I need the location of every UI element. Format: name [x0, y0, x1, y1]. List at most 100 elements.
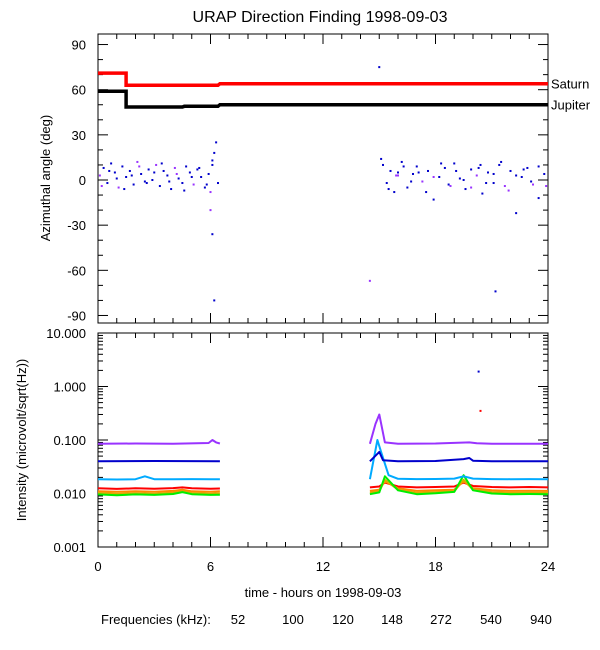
angle-data-point: [387, 188, 390, 191]
angle-data-point: [432, 175, 435, 178]
intensity-line-120khz: [97, 490, 220, 495]
intensity-y-tick-label: 10.000: [46, 326, 86, 341]
angle-scatter: [98, 66, 548, 302]
angle-data-point: [213, 151, 216, 154]
angle-data-point: [211, 163, 214, 166]
angle-data-point: [385, 182, 388, 185]
legend-label: Frequencies (kHz):: [101, 612, 211, 627]
frequency-legend: Frequencies (kHz): 52 100 120 148 272 540 940: [101, 612, 552, 627]
intensity-y-ticks: 10.000 1.000 0.100 0.010 0.001: [46, 326, 548, 555]
angle-data-point: [406, 186, 409, 189]
intensity-y-tick-label: 1.000: [53, 380, 86, 395]
x-tick-label: 24: [541, 559, 555, 574]
angle-data-point: [98, 174, 101, 177]
angle-data-point: [205, 183, 208, 186]
angle-data-point: [136, 160, 139, 163]
angle-data-point: [526, 166, 529, 169]
angle-data-point: [155, 163, 158, 166]
angle-data-point: [417, 171, 420, 174]
angle-data-point: [140, 172, 143, 175]
angle-y-tick-label: 60: [72, 83, 86, 98]
angle-data-point: [185, 165, 188, 168]
angle-data-point: [402, 165, 405, 168]
intensity-line-52khz: [97, 486, 220, 490]
angle-data-point: [412, 172, 414, 175]
angle-data-point: [215, 141, 218, 144]
series-line-saturn: [98, 71, 548, 87]
angle-data-point: [177, 177, 180, 180]
angle-data-point: [143, 180, 146, 183]
angle-series-labels: Saturn Jupiter: [551, 77, 591, 113]
legend-item-540khz: 540: [480, 612, 502, 627]
legend-item-52khz: 52: [231, 612, 245, 627]
angle-data-point: [106, 182, 109, 185]
angle-data-point: [378, 66, 381, 69]
angle-data-point: [175, 172, 178, 175]
intensity-x-ticks: 0 6 12 18 24: [94, 333, 555, 574]
intensity-line-272khz: [97, 475, 220, 481]
x-axis-label: time - hours on 1998-09-03: [245, 585, 402, 600]
intensity-y-tick-label: 0.001: [53, 540, 86, 555]
angle-data-point: [481, 192, 484, 195]
angle-data-point: [410, 180, 413, 183]
angle-data-point: [477, 166, 480, 169]
angle-data-point: [190, 175, 193, 178]
series-label-saturn: Saturn: [551, 77, 589, 92]
angle-data-point: [132, 183, 135, 186]
intensity-y-tick-label: 0.010: [53, 487, 86, 502]
angle-data-point: [447, 183, 450, 186]
angle-data-point: [158, 185, 161, 188]
angle-data-point: [181, 182, 184, 185]
angle-y-tick-label: 0: [79, 173, 86, 188]
legend-items: 52 100 120 148 272 540 940: [231, 612, 552, 627]
intensity-line-272khz: [368, 439, 549, 481]
angle-data-point: [395, 174, 398, 177]
angle-data-point: [425, 191, 428, 194]
intensity-line-148khz: [369, 474, 549, 496]
angle-data-point: [440, 162, 443, 165]
angle-data-point: [217, 182, 219, 185]
angle-data-point: [151, 179, 154, 182]
x-tick-label: 0: [94, 559, 101, 574]
angle-data-point: [421, 180, 424, 183]
angle-y-axis-label: Azimuthal angle (deg): [38, 115, 53, 241]
angle-data-point: [117, 186, 120, 189]
intensity-outlier-point: [479, 409, 482, 412]
x-tick-label: 6: [207, 559, 214, 574]
angle-data-point: [503, 185, 506, 188]
angle-data-point: [128, 169, 131, 172]
angle-data-point: [162, 169, 165, 172]
intensity-series: [97, 413, 549, 497]
angle-data-point: [545, 185, 548, 188]
angle-data-point: [462, 179, 465, 182]
angle-data-point: [537, 197, 540, 200]
angle-data-point: [520, 175, 523, 178]
angle-data-point: [455, 169, 458, 172]
angle-data-point: [123, 188, 126, 191]
angle-data-point: [432, 198, 435, 201]
angle-data-point: [389, 169, 392, 172]
angle-data-point: [196, 168, 199, 171]
angle-data-point: [515, 174, 518, 177]
intensity-line-940khz: [97, 439, 221, 445]
angle-data-point: [209, 209, 212, 212]
intensity-line-940khz: [368, 413, 548, 445]
angle-data-point: [209, 191, 212, 194]
angle-y-tick-label: -30: [67, 218, 86, 233]
angle-data-point: [138, 165, 141, 168]
angle-data-point: [183, 189, 186, 192]
x-tick-label: 18: [428, 559, 442, 574]
angle-data-point: [494, 290, 497, 293]
angle-data-point: [192, 183, 195, 186]
angle-data-point: [479, 163, 482, 166]
angle-data-point: [145, 182, 148, 185]
angle-data-point: [100, 185, 103, 188]
angle-data-point: [393, 191, 396, 194]
angle-plot-frame: [97, 33, 549, 324]
angle-data-point: [203, 186, 206, 189]
angle-data-point: [170, 188, 173, 191]
angle-data-point: [532, 183, 534, 186]
angle-data-point: [415, 165, 418, 168]
angle-data-point: [200, 175, 203, 178]
angle-data-point: [537, 165, 540, 168]
